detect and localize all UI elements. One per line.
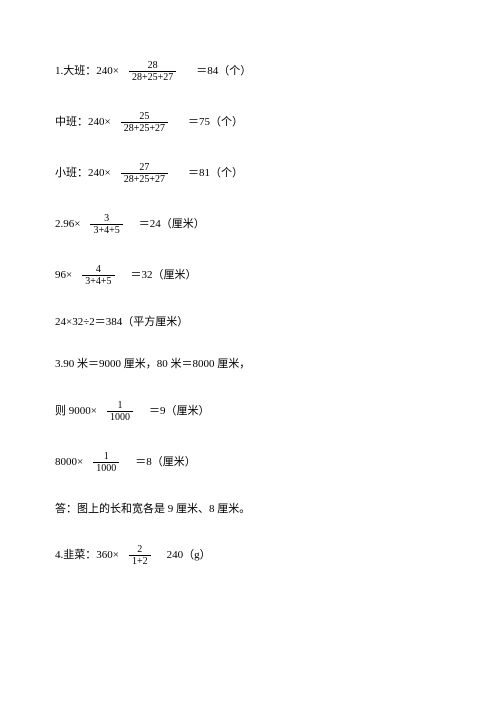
text: ＝84（个） <box>196 64 251 78</box>
numerator: 4 <box>93 264 104 275</box>
problem-3-line-3: 8000× 1 1000 ＝8（厘米） <box>55 451 450 474</box>
numerator: 25 <box>136 111 152 122</box>
text: 8000× <box>55 455 83 469</box>
numerator: 2 <box>134 544 145 555</box>
problem-1-line-3: 小班：240× 27 28+25+27 ＝81（个） <box>55 162 450 185</box>
text: 24×32÷2＝384（平方厘米） <box>55 315 188 329</box>
fraction: 1 1000 <box>93 451 119 474</box>
text: 小班：240× <box>55 166 111 180</box>
fraction: 2 1+2 <box>129 544 151 567</box>
denominator: 3+4+5 <box>90 224 122 236</box>
text: 答：图上的长和宽各是 9 厘米、8 厘米。 <box>55 502 250 516</box>
text: ＝9（厘米） <box>149 404 210 418</box>
problem-3-answer: 答：图上的长和宽各是 9 厘米、8 厘米。 <box>55 502 450 516</box>
denominator: 1000 <box>93 462 119 474</box>
text: 4.韭菜：360× <box>55 548 119 562</box>
fraction: 4 3+4+5 <box>82 264 114 287</box>
text: 3.90 米＝9000 厘米，80 米＝8000 厘米， <box>55 357 250 371</box>
numerator: 27 <box>136 162 152 173</box>
problem-2-line-2: 96× 4 3+4+5 ＝32（厘米） <box>55 264 450 287</box>
numerator: 3 <box>101 213 112 224</box>
fraction: 28 28+25+27 <box>129 60 176 83</box>
fraction: 3 3+4+5 <box>90 213 122 236</box>
problem-3-line-1: 3.90 米＝9000 厘米，80 米＝8000 厘米， <box>55 357 450 371</box>
text: ＝8（厘米） <box>135 455 196 469</box>
numerator: 1 <box>114 400 125 411</box>
numerator: 28 <box>145 60 161 71</box>
text: ＝75（个） <box>188 115 243 129</box>
text: ＝24（厘米） <box>139 217 205 231</box>
fraction: 1 1000 <box>107 400 133 423</box>
denominator: 3+4+5 <box>82 275 114 287</box>
text: 240（g） <box>167 548 211 562</box>
fraction: 27 28+25+27 <box>121 162 168 185</box>
text: 则 9000× <box>55 404 97 418</box>
text: 96× <box>55 268 72 282</box>
numerator: 1 <box>101 451 112 462</box>
problem-2-line-1: 2.96× 3 3+4+5 ＝24（厘米） <box>55 213 450 236</box>
denominator: 1000 <box>107 411 133 423</box>
document-page: 1.大班：240× 28 28+25+27 ＝84（个） 中班：240× 25 … <box>0 0 500 635</box>
problem-2-line-3: 24×32÷2＝384（平方厘米） <box>55 315 450 329</box>
problem-4-line-1: 4.韭菜：360× 2 1+2 240（g） <box>55 544 450 567</box>
denominator: 1+2 <box>129 555 151 567</box>
text: 2.96× <box>55 217 80 231</box>
text: ＝32（厘米） <box>131 268 197 282</box>
text: 中班：240× <box>55 115 111 129</box>
text: 1.大班：240× <box>55 64 119 78</box>
fraction: 25 28+25+27 <box>121 111 168 134</box>
denominator: 28+25+27 <box>129 71 176 83</box>
problem-1-line-1: 1.大班：240× 28 28+25+27 ＝84（个） <box>55 60 450 83</box>
denominator: 28+25+27 <box>121 122 168 134</box>
text: ＝81（个） <box>188 166 243 180</box>
problem-1-line-2: 中班：240× 25 28+25+27 ＝75（个） <box>55 111 450 134</box>
problem-3-line-2: 则 9000× 1 1000 ＝9（厘米） <box>55 400 450 423</box>
denominator: 28+25+27 <box>121 173 168 185</box>
